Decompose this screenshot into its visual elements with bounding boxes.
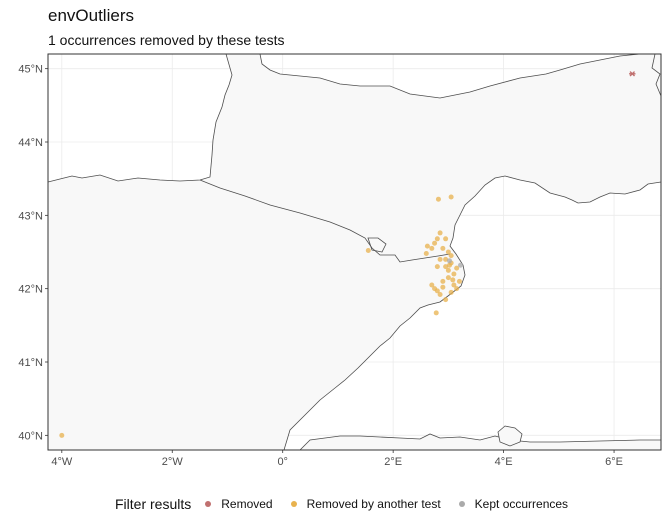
x-tick-label: 2°W — [162, 456, 184, 468]
x-tick-label: 0° — [277, 456, 288, 468]
point-removed-by-another-test — [432, 240, 438, 246]
legend-item-removed: Removed — [205, 497, 273, 511]
point-removed-by-another-test — [437, 230, 443, 236]
legend-key-kept — [458, 501, 465, 507]
point-removed-by-another-test — [365, 248, 371, 254]
point-removed-by-another-test — [443, 256, 449, 262]
point-removed-by-another-test — [443, 297, 449, 303]
legend-label-removed-by-another-test: Removed by another test — [306, 497, 441, 511]
y-tick-label: 45°N — [18, 64, 43, 76]
point-removed-by-another-test — [435, 196, 441, 202]
point-removed-by-another-test — [456, 278, 462, 284]
point-removed-by-another-test — [451, 271, 457, 277]
occurrence-points — [59, 71, 636, 438]
land-sardinia-corsica — [497, 425, 523, 447]
map-panel-border — [47, 53, 662, 451]
point-removed-by-another-test — [443, 264, 449, 270]
point-removed-by-another-test — [437, 292, 443, 298]
point-removed-by-another-test — [440, 278, 446, 284]
point-removed-by-another-test — [434, 264, 440, 270]
point-removed-by-another-test — [59, 432, 65, 438]
legend-item-kept: Kept occurrences — [458, 497, 569, 511]
point-removed-by-another-test — [423, 250, 429, 256]
x-tick-label: 6°E — [605, 456, 623, 468]
legend-label-kept: Kept occurrences — [474, 497, 569, 511]
map-title: envOutliers — [48, 6, 134, 25]
point-removed-by-another-test — [437, 256, 443, 262]
land-france-iberia — [48, 54, 661, 450]
point-removed-by-another-test — [454, 265, 460, 271]
point-removed-by-another-test — [440, 245, 446, 251]
point-removed-by-another-test — [434, 288, 440, 294]
legend-key-removed — [205, 501, 212, 507]
point-removed-by-another-test — [445, 275, 451, 281]
legend-label-removed: Removed — [221, 497, 273, 511]
border-pyrenees — [199, 179, 451, 263]
point-removed-by-another-test — [440, 284, 446, 290]
x-tick-label: 4°E — [495, 456, 513, 468]
land-north-africa — [299, 433, 661, 450]
legend: Filter results Removed Removed by anothe… — [115, 495, 586, 513]
point-removed-by-another-test — [450, 277, 456, 283]
point-removed-by-another-test — [424, 243, 430, 249]
land-alps-edge — [651, 54, 661, 97]
point-removed-by-another-test — [448, 253, 454, 259]
legend-title: Filter results — [115, 496, 192, 512]
y-tick-label: 40°N — [18, 430, 43, 442]
map-subtitle: 1 occurrences removed by these tests — [48, 32, 285, 48]
y-tick-label: 43°N — [18, 210, 43, 222]
point-removed — [629, 71, 636, 77]
point-removed-by-another-test — [448, 289, 454, 295]
point-removed-by-another-test — [429, 245, 435, 251]
y-tick-label: 44°N — [18, 137, 43, 149]
map-axes: 4°W 2°W 0° 2°E 4°E 6°E 40°N 41°N 42°N 43°N 44°N 45°… — [18, 64, 623, 468]
point-removed-by-another-test — [448, 194, 454, 200]
point-kept — [458, 262, 464, 268]
point-removed-by-another-test — [433, 310, 439, 316]
point-removed-by-another-test — [451, 282, 457, 288]
border-andorra — [367, 237, 387, 253]
y-tick-label: 42°N — [18, 284, 43, 296]
y-tick-label: 41°N — [18, 357, 43, 369]
land-masses — [48, 54, 661, 450]
point-kept — [446, 258, 452, 264]
x-tick-label: 4°W — [51, 456, 73, 468]
point-removed-by-another-test — [429, 282, 435, 288]
point-removed-by-another-test — [445, 267, 451, 273]
point-removed-by-another-test — [443, 236, 449, 242]
legend-key-removed-by-another-test — [290, 501, 297, 507]
point-removed-by-another-test — [445, 249, 451, 255]
point-removed-by-another-test — [434, 236, 440, 242]
legend-item-removed-by-another-test: Removed by another test — [290, 497, 441, 511]
point-removed-by-another-test — [446, 262, 452, 268]
point-removed-by-another-test — [454, 286, 460, 292]
x-tick-label: 2°E — [384, 456, 402, 468]
